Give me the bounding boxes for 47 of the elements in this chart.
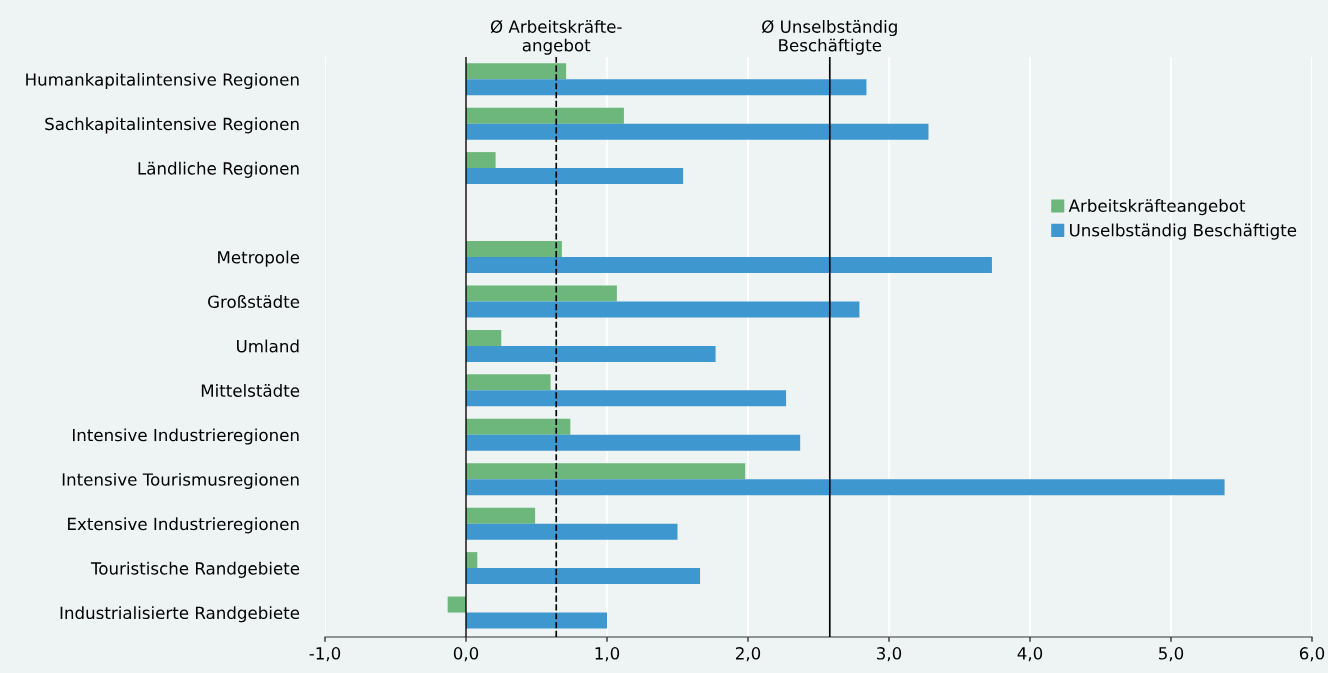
- bar: [466, 79, 867, 96]
- y-tick-label: Ländliche Regionen: [138, 161, 299, 178]
- bar: [466, 479, 1225, 496]
- bar: [466, 152, 496, 169]
- y-tick-label: Mittelstädte: [201, 384, 300, 397]
- x-tick-label: 4,0: [1017, 647, 1043, 662]
- x-tick-label: 0,0: [453, 647, 479, 662]
- y-tick-label: Großstädte: [208, 295, 300, 309]
- bar: [466, 374, 551, 391]
- bar: [466, 612, 607, 629]
- y-tick-label: Sachkapitalintensive Regionen: [45, 117, 299, 134]
- bar: [466, 301, 860, 318]
- y-tick-label: Touristische Randgebiete: [90, 561, 300, 578]
- bar: [466, 523, 678, 540]
- bar: [466, 168, 684, 185]
- y-tick-label: Extensive Industrieregionen: [68, 517, 299, 534]
- bar: [466, 107, 624, 124]
- legend-label: Arbeitskräfteangebot: [1068, 199, 1246, 216]
- bar: [466, 63, 567, 80]
- y-tick-label: Humankapitalintensive Regionen: [26, 72, 299, 90]
- bar: [466, 463, 746, 480]
- ref-line-label: Ø Unselbständig Beschäftigte: [762, 19, 897, 55]
- y-tick-label: Umland: [237, 339, 299, 353]
- x-tick-label: 3,0: [877, 647, 902, 662]
- x-tick-label: 6,0: [1299, 647, 1325, 662]
- bar: [447, 596, 466, 613]
- bar: [466, 123, 929, 140]
- bar: [466, 390, 787, 407]
- legend-label: Unselbständig Beschäftigte: [1070, 223, 1297, 240]
- x-tick-label: -1,0: [309, 647, 341, 662]
- bar: [466, 507, 536, 524]
- y-tick-label: Metropole: [218, 250, 300, 267]
- bar: [466, 434, 801, 451]
- bar: [466, 345, 716, 362]
- bar: [466, 418, 571, 435]
- y-tick-label: Intensive Tourismusregionen: [62, 472, 299, 490]
- bar: [466, 285, 617, 302]
- y-tick-label: Intensive Industrieregionen: [72, 428, 299, 445]
- x-tick-label: 1,0: [595, 647, 620, 662]
- ref-line-label: Ø Arbeitskräfte- angebot: [490, 19, 622, 55]
- y-tick-label: Industrialisierte Randgebiete: [60, 606, 300, 623]
- bar: [466, 257, 992, 273]
- bar: [466, 329, 502, 346]
- bar: [466, 241, 562, 257]
- x-tick-label: 5,0: [1159, 647, 1184, 662]
- bar: [466, 568, 701, 585]
- x-tick-label: 2,0: [735, 647, 761, 662]
